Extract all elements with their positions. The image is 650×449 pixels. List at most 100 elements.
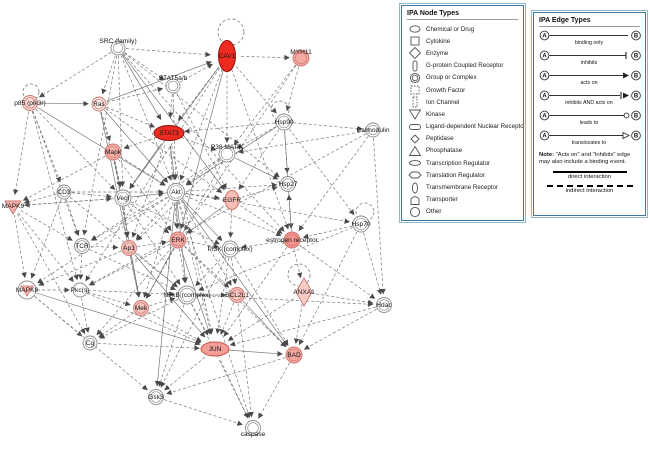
- network-edge: [303, 308, 377, 350]
- other-shape-icon: [407, 206, 422, 218]
- network-node-src[interactable]: [110, 40, 126, 56]
- network-edge: [184, 122, 276, 134]
- network-node-p85[interactable]: [22, 95, 38, 111]
- network-edge: [220, 360, 249, 419]
- network-node-hdac[interactable]: [376, 297, 392, 313]
- network-node-vegf[interactable]: [114, 189, 132, 207]
- network-edge: [130, 203, 170, 234]
- network-node-p38[interactable]: [218, 145, 236, 163]
- transcription-shape-icon: [407, 157, 422, 169]
- network-node-cd3[interactable]: [56, 184, 72, 200]
- network-node-caspase[interactable]: [245, 420, 261, 436]
- network-node-mapk_g[interactable]: [104, 143, 122, 161]
- network-edge: [236, 126, 277, 149]
- network-edge: [99, 299, 179, 339]
- network-node-nfkb[interactable]: [177, 285, 197, 305]
- legend-node-types-inner: IPA Node Types Chemical or Drug Cytokine E…: [401, 5, 524, 221]
- network-edge: [117, 55, 126, 187]
- network-node-cg[interactable]: [82, 335, 98, 351]
- node-type-item: Transmembrane Receptor: [407, 181, 518, 193]
- network-node-hsp27[interactable]: [280, 176, 296, 192]
- network-node-bcl2l1[interactable]: [229, 287, 245, 303]
- node-type-item: Peptidase: [407, 133, 518, 145]
- network-edge: [237, 303, 254, 418]
- self-loop-edge: [270, 100, 290, 120]
- network-node-tcr[interactable]: [74, 238, 90, 254]
- network-edge: [88, 133, 367, 286]
- network-edge: [285, 66, 300, 112]
- network-node-jun[interactable]: [200, 341, 230, 357]
- svg-text:A: A: [542, 74, 547, 80]
- network-node-mapk8[interactable]: [17, 280, 37, 300]
- network-edge: [292, 122, 363, 132]
- node-label: ANXA1: [293, 289, 315, 296]
- chemical-shape-icon: [407, 23, 422, 35]
- network-node-akt[interactable]: [167, 183, 185, 201]
- network-edge: [178, 201, 251, 418]
- network-edge: [39, 51, 112, 98]
- network-node-egfr[interactable]: [224, 190, 240, 210]
- network-edge: [17, 213, 86, 335]
- network-node-stat3[interactable]: [153, 125, 185, 141]
- network-edge: [120, 156, 166, 186]
- network-edge: [227, 209, 234, 238]
- network-edge: [105, 108, 223, 193]
- network-edge: [21, 196, 112, 206]
- network-edge: [90, 244, 119, 251]
- svg-text:A: A: [542, 114, 547, 120]
- edge-types-note-text: "Acts on" and "Inhibits" edge may also i…: [539, 152, 631, 166]
- network-node-calmodulin[interactable]: [365, 122, 381, 138]
- network-edge: [66, 199, 80, 236]
- network-node-pkc[interactable]: [72, 282, 88, 298]
- network-edge: [182, 199, 223, 241]
- network-node-er[interactable]: [283, 231, 301, 249]
- ion-shape-icon: [407, 96, 422, 108]
- network-node-stat5[interactable]: [165, 78, 181, 94]
- network-node-ras[interactable]: [91, 96, 107, 112]
- self-loop-edge: [217, 18, 245, 46]
- direct-interaction-key: direct interaction: [539, 171, 640, 180]
- network-node-erk[interactable]: [169, 231, 187, 249]
- network-node-ap1[interactable]: [121, 240, 137, 256]
- network-node-hsp90[interactable]: [275, 113, 293, 131]
- node-type-label: Transmembrane Receptor: [426, 184, 498, 192]
- network-node-myh11[interactable]: [292, 49, 310, 67]
- network-edge: [198, 227, 353, 291]
- network-edge: [298, 136, 369, 231]
- node-label: estrogen receptor: [266, 237, 318, 244]
- network-edge: [18, 212, 74, 283]
- network-node-mek[interactable]: [133, 300, 149, 316]
- node-label: Gsk3: [148, 394, 164, 401]
- network-edge: [223, 247, 288, 337]
- node-label: SRC (family): [99, 38, 136, 45]
- node-label: p85 (pik3r): [14, 100, 46, 107]
- network-edge: [302, 225, 353, 239]
- network-node-mapk9[interactable]: [4, 200, 22, 215]
- network-edge: [71, 192, 112, 200]
- network-node-bad[interactable]: [285, 346, 303, 364]
- network-node-pi3k[interactable]: [221, 240, 239, 258]
- tmreceptor-shape-icon: [407, 182, 422, 194]
- network-edge: [240, 205, 283, 234]
- translation-shape-icon: [407, 169, 422, 181]
- network-node-hsp70[interactable]: [352, 215, 370, 233]
- network-edge: [234, 157, 279, 180]
- network-edge: [242, 300, 287, 347]
- network-node-gsk3[interactable]: [148, 389, 164, 405]
- node-type-item: Growth Factor: [407, 84, 518, 96]
- network-edge: [179, 69, 224, 230]
- edge-types-note: Note: "Acts on" and "Inhibits" edge may …: [539, 152, 640, 166]
- network-node-anxa1[interactable]: [295, 277, 313, 307]
- node-type-item: Enzyme: [407, 47, 518, 60]
- network-edge: [35, 108, 116, 191]
- legend-edge-types-title: IPA Edge Types: [539, 17, 640, 27]
- node-type-label: Phosphatase: [426, 147, 463, 155]
- network-edge: [186, 205, 225, 234]
- network-node-cav1[interactable]: [218, 40, 236, 72]
- network-edge: [123, 136, 157, 150]
- svg-text:B: B: [634, 134, 639, 140]
- node-type-label: Ligand-dependent Nuclear Receptor: [426, 123, 524, 131]
- node-type-label: Translation Regulator: [426, 171, 485, 179]
